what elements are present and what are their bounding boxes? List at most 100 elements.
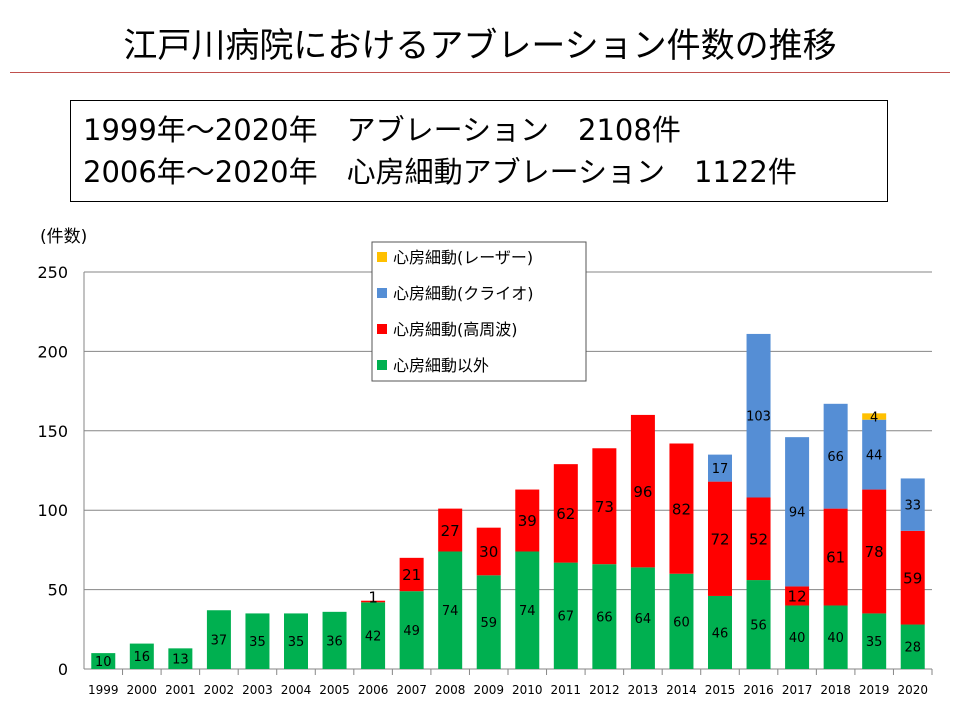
- data-label: 16: [134, 650, 151, 665]
- data-label: 46: [712, 626, 729, 641]
- bar-segment: [399, 591, 424, 669]
- legend-swatch: [377, 324, 387, 334]
- x-tick-label: 2020: [897, 683, 928, 697]
- data-label: 74: [519, 604, 536, 619]
- x-tick-label: 2012: [589, 683, 620, 697]
- bar-segment: [823, 605, 848, 669]
- bar-segment: [515, 489, 540, 552]
- y-tick-label: 150: [37, 422, 68, 441]
- data-label: 96: [633, 483, 652, 501]
- data-label: 44: [866, 449, 883, 464]
- x-tick-label: 2018: [820, 683, 851, 697]
- data-label: 21: [402, 566, 421, 584]
- data-label: 59: [480, 616, 497, 631]
- y-tick-label: 250: [37, 263, 68, 282]
- x-tick-label: 2015: [705, 683, 736, 697]
- bar-segment: [900, 530, 925, 625]
- legend-label: 心房細動(高周波): [393, 320, 518, 339]
- data-label: 52: [749, 530, 768, 548]
- x-tick-label: 2011: [551, 683, 582, 697]
- x-tick-label: 2017: [782, 683, 813, 697]
- data-label: 40: [789, 631, 806, 646]
- bar-segment: [900, 624, 925, 669]
- y-axis-label: (件数): [40, 227, 87, 247]
- bar-segment: [785, 605, 810, 669]
- data-label: 39: [518, 512, 537, 530]
- bar-segment: [862, 613, 887, 669]
- bar-segment: [746, 580, 771, 669]
- x-tick-label: 2003: [242, 683, 273, 697]
- bar-segment: [129, 643, 154, 669]
- x-tick-label: 2016: [743, 683, 774, 697]
- bar-segment: [862, 489, 887, 614]
- data-label: 37: [211, 634, 228, 649]
- data-label: 35: [288, 635, 305, 650]
- bar-segment: [900, 478, 925, 531]
- bar-segment: [245, 613, 270, 669]
- data-label: 66: [596, 611, 613, 626]
- x-tick-label: 2006: [358, 683, 389, 697]
- data-label: 56: [750, 618, 767, 633]
- bar-segment: [708, 481, 732, 596]
- data-label: 13: [172, 653, 189, 668]
- bar-segment: [669, 443, 694, 574]
- data-label: 49: [403, 624, 420, 639]
- bar-segment: [669, 573, 694, 669]
- x-tick-label: 2002: [204, 683, 235, 697]
- data-label: 27: [441, 522, 460, 540]
- bar-segment: [862, 413, 887, 420]
- data-label: 1: [368, 589, 378, 607]
- data-label: 74: [442, 604, 459, 619]
- bar-segment: [361, 602, 386, 669]
- bar-segment: [785, 586, 810, 606]
- data-label: 28: [904, 641, 921, 656]
- data-label: 30: [479, 543, 498, 561]
- x-tick-label: 2014: [666, 683, 697, 697]
- bar-segment: [708, 454, 732, 482]
- bar-segment: [785, 437, 810, 587]
- summary-line-1: 1999年～2020年 アブレーション 2108件: [83, 113, 681, 147]
- x-tick-label: 2004: [281, 683, 312, 697]
- y-tick-label: 200: [37, 342, 68, 361]
- data-label: 72: [710, 530, 729, 548]
- data-label: 60: [673, 615, 690, 630]
- bar-segment: [708, 595, 732, 669]
- bar-segment: [476, 575, 501, 669]
- legend-swatch: [377, 288, 387, 298]
- legend-swatch: [377, 252, 387, 262]
- data-label: 78: [865, 543, 884, 561]
- bar-segment: [592, 564, 617, 669]
- bar-segment: [823, 508, 848, 606]
- x-tick-label: 2008: [435, 683, 466, 697]
- legend-label: 心房細動以外: [393, 356, 489, 375]
- x-tick-label: 2000: [127, 683, 158, 697]
- data-label: 62: [556, 505, 575, 523]
- legend-label: 心房細動(レーザー): [393, 248, 533, 267]
- bar-segment: [399, 557, 424, 592]
- bar-segment: [284, 613, 308, 669]
- x-tick-label: 2013: [628, 683, 659, 697]
- bar-segment: [823, 403, 848, 509]
- data-label: 4: [870, 410, 878, 425]
- slide-title: 江戸川病院におけるアブレーション件数の推移: [123, 26, 837, 66]
- x-tick-label: 2005: [319, 683, 350, 697]
- legend-box: [371, 241, 587, 382]
- legend-swatch: [377, 360, 387, 370]
- x-tick-label: 2010: [512, 683, 543, 697]
- bar-segment: [206, 610, 231, 669]
- bar-segment: [630, 414, 655, 568]
- data-label: 59: [903, 569, 922, 587]
- bar-segment: [438, 551, 463, 669]
- bar-segment: [361, 600, 386, 603]
- legend-label: 心房細動(クライオ): [393, 284, 534, 303]
- title-divider: [10, 72, 950, 73]
- data-label: 66: [827, 450, 844, 465]
- bar-segment: [630, 567, 655, 669]
- bar-segment: [476, 527, 501, 576]
- x-tick-label: 2019: [859, 683, 890, 697]
- bar-segment: [553, 464, 578, 563]
- data-label: 73: [595, 498, 614, 516]
- data-label: 42: [365, 630, 382, 645]
- data-label: 61: [826, 549, 845, 567]
